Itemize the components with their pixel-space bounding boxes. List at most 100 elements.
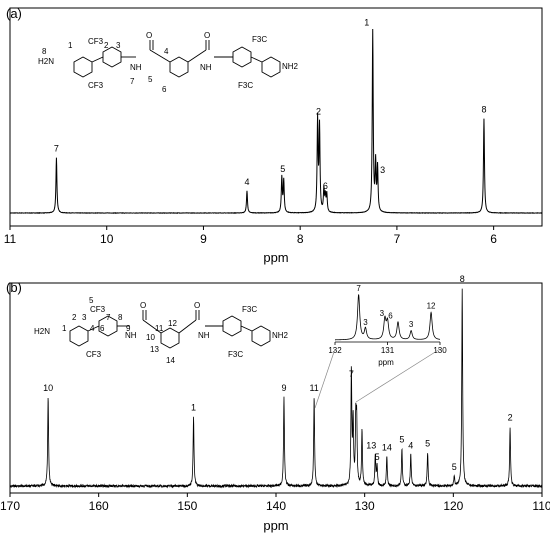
ring-1 [73,56,93,78]
struct-b-f3c-bottom: F3C [228,350,243,359]
struct-b-num-9: 9 [126,324,131,333]
struct-b-cf3-bottom: CF3 [86,350,102,359]
struct-b-num-1: 1 [62,324,67,333]
inset-zoom-line-left [314,348,336,409]
peak-label: 8 [481,105,486,115]
x-tick-label: 170 [0,499,20,513]
struct-a-f3c-bottom: F3C [238,81,253,90]
inset-x-axis-label: ppm [378,358,394,367]
struct-a-cf3-bottom: CF3 [88,81,104,90]
peak-label: 7 [349,369,354,379]
struct-b-num-12: 12 [168,319,177,328]
panel-a-spectrum [9,29,543,215]
inset-x-tick-label: 130 [433,346,447,355]
struct-a-num-3: 3 [116,41,121,50]
inset-trace [335,294,441,341]
peak-label: 5 [452,462,457,472]
peak-label: 5 [399,434,404,444]
peak-label: 1 [191,403,196,413]
struct-a-num-2: 2 [104,41,109,50]
inset-peak-label: 3 [363,318,368,327]
struct-b-num-3: 3 [82,313,87,322]
peak-label: 4 [408,440,413,450]
panel-b-x-axis: 170 160 150 140 130 120 110 [0,493,550,513]
x-tick-label: 140 [266,499,286,513]
panel-a-molecule-structure [73,40,281,78]
struct-b-num-5: 5 [89,296,94,305]
struct-b-num-4: 4 [90,324,95,333]
ring-3 [169,56,189,78]
struct-b-f3c-top: F3C [242,305,257,314]
inset-peak-label: 12 [427,302,436,311]
struct-b-num-14: 14 [166,356,175,365]
x-tick-label: 110 [532,499,550,513]
peak-label: 13 [366,440,376,450]
peak-label: 6 [323,181,328,191]
struct-a-h2n: H2N [38,57,54,66]
panel-a-x-axis-label: ppm [263,250,288,265]
inset-x-axis: 132 131 130 [328,341,447,355]
panel-a-structure-labels: H2N CF3 CF3 F3C F3C NH2 NH NH O O 8 1 2 … [38,31,299,94]
x-tick-label: 7 [394,232,401,246]
struct-b-nh2: NH2 [272,331,289,340]
struct-b-num-10: 10 [146,333,155,342]
peak-label: 10 [43,383,53,393]
peak-label: 5 [375,452,380,462]
peak-label: 2 [316,107,321,117]
peak-label: 4 [244,177,249,187]
panel-a-frame [9,7,543,227]
struct-a-num-8: 8 [42,47,47,56]
inset-peak-label: 7 [356,284,361,293]
peak-label: 9 [281,383,286,393]
panel-b-structure-labels: H2N CF3 CF3 F3C F3C NH2 NH NH O O 5 2 3 … [34,296,289,365]
x-tick-label: 11 [4,232,17,246]
panel-b-label: (b) [6,280,22,295]
inset-peak-label: 3 [409,320,414,329]
struct-b-num-7: 7 [106,313,111,322]
struct-a-num-1: 1 [68,41,73,50]
peak-label: 3 [380,165,385,175]
struct-a-nh2: NH2 [282,62,299,71]
struct-b-num-8: 8 [118,313,123,322]
struct-a-f3c-top: F3C [252,35,267,44]
x-tick-label: 150 [177,499,197,513]
struct-b-nh-left: NH [125,331,137,340]
struct-b-cf3-top: CF3 [90,305,106,314]
inset-x-tick-label: 131 [381,346,395,355]
panel-b-spectrum [9,288,543,489]
x-tick-label: 8 [297,232,304,246]
peak-label: 5 [425,438,430,448]
peak-label: 7 [54,144,59,154]
struct-a-o-left: O [146,31,152,40]
x-tick-label: 120 [443,499,463,513]
struct-b-num-2: 2 [72,313,77,322]
struct-a-nh-left: NH [130,63,142,72]
spectrum-trace [9,288,543,489]
inset-spectrum [335,294,441,341]
struct-b-o-left: O [140,301,146,310]
panel-b-x-axis-label: ppm [263,518,288,533]
struct-a-num-6: 6 [162,85,167,94]
struct-a-nh-right: NH [200,63,212,72]
spectrum-trace [9,29,543,215]
peak-label: 2 [508,413,513,423]
peak-label: 14 [382,442,392,452]
x-tick-label: 10 [100,232,114,246]
x-tick-label: 6 [490,232,497,246]
struct-a-num-7: 7 [130,77,135,86]
peak-label: 11 [309,383,318,393]
x-tick-label: 9 [200,232,207,246]
panel-b-molecule-structure [69,310,271,349]
struct-b-nh-right: NH [198,331,210,340]
panel-a-x-axis: 11 10 9 8 7 6 [4,226,497,246]
ring-5 [261,56,281,78]
struct-b-num-6: 6 [100,324,105,333]
ring-2 [102,46,122,68]
panel-a-peak-labels: 7 4 5 2 6 1 3 8 [54,18,487,191]
peak-label: 5 [280,164,285,174]
x-tick-label: 130 [355,499,375,513]
